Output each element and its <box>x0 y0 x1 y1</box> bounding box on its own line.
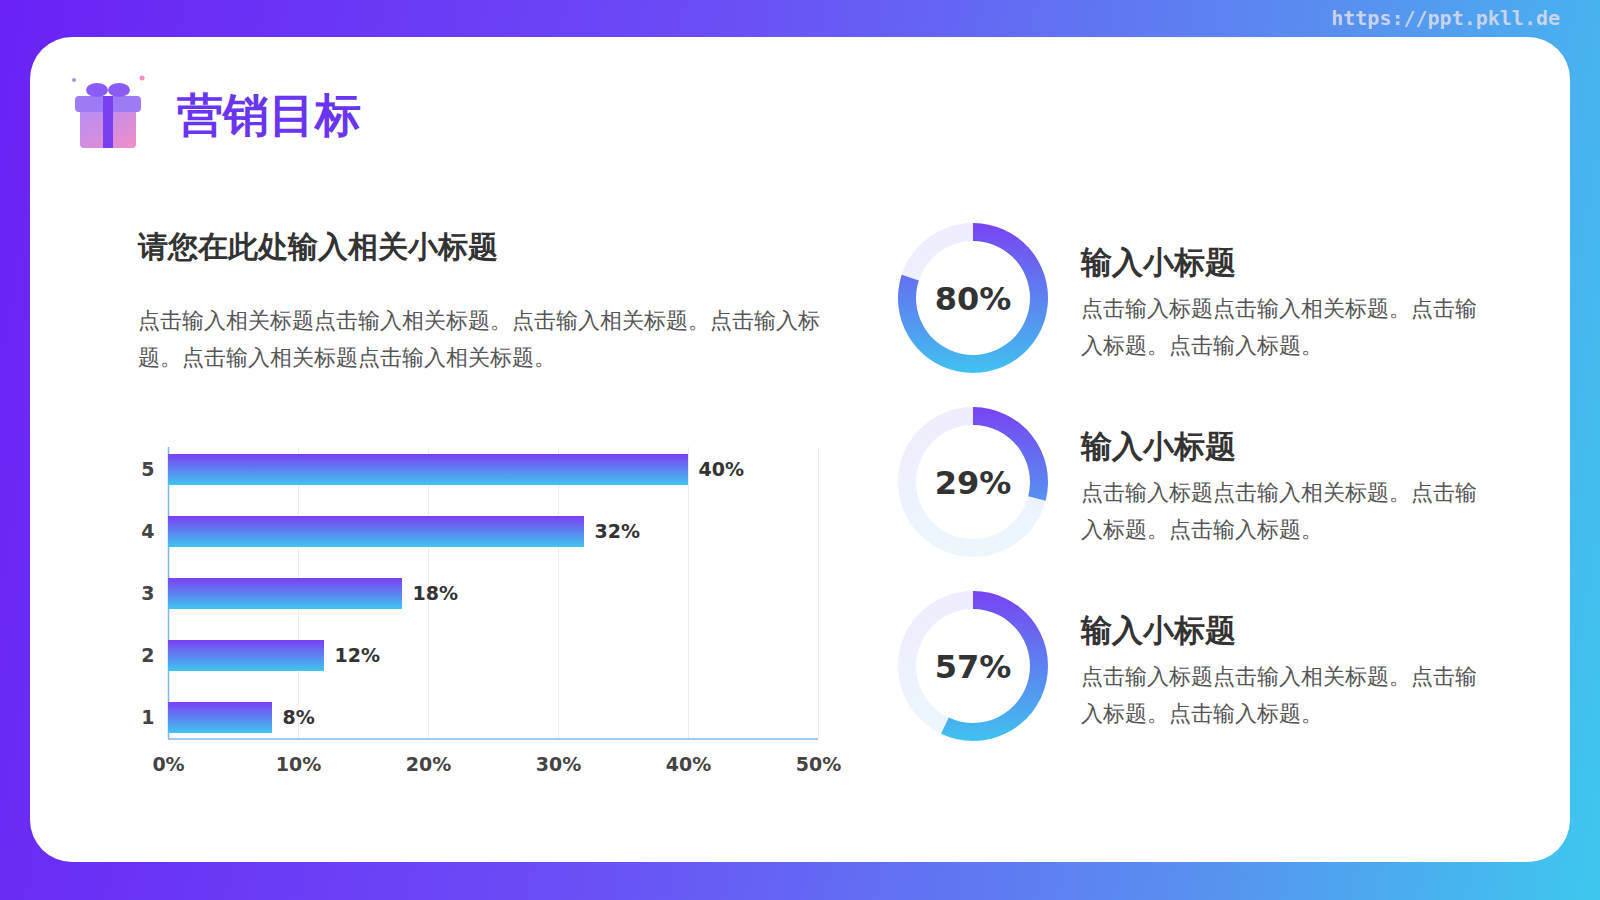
svg-text:8%: 8% <box>283 706 315 728</box>
html-text:输入小标题: 输入小标题 <box>1081 612 1236 648</box>
html-text:营销目标: 营销目标 <box>177 88 361 142</box>
html-text:点击输入相关标题点击输入相关标题。点击输入相关标题。点击输入: 点击输入相关标题点击输入相关标题。点击输入相关标题。点击输入标题。点击输入相关标… <box>138 308 820 370</box>
svg-text:57%: 57% <box>935 648 1012 686</box>
svg-text:12%: 12% <box>335 644 380 666</box>
svg-text:18%: 18% <box>413 582 458 604</box>
svg-text:5: 5 <box>141 458 154 480</box>
svg-text:1: 1 <box>141 706 154 728</box>
html-text:输入小标题: 输入小标题 <box>1081 244 1236 280</box>
svg-text:20%: 20% <box>406 753 451 775</box>
html-text:点击输入标题点击输入相关标题。点击输入标题。点击输入标题。: 点击输入标题点击输入相关标题。点击输入标题。点击输入标题。 <box>1081 480 1477 542</box>
svg-text:0%: 0% <box>152 753 184 775</box>
svg-text:2: 2 <box>141 644 154 666</box>
svg-text:10%: 10% <box>276 753 321 775</box>
html-text:点击输入标题点击输入相关标题。点击输入标题。点击输入标题。: 点击输入标题点击输入相关标题。点击输入标题。点击输入标题。 <box>1081 296 1477 358</box>
svg-text:4: 4 <box>141 520 154 542</box>
svg-text:40%: 40% <box>699 458 744 480</box>
svg-text:80%: 80% <box>935 280 1012 318</box>
html-text:点击输入标题点击输入相关标题。点击输入标题。点击输入标题。: 点击输入标题点击输入相关标题。点击输入标题。点击输入标题。 <box>1081 664 1477 726</box>
html-text:https://ppt.pkll.de: https://ppt.pkll.de <box>1331 6 1560 30</box>
svg-text:29%: 29% <box>935 464 1012 502</box>
html-text:输入小标题: 输入小标题 <box>1081 428 1236 464</box>
svg-text:3: 3 <box>141 582 154 604</box>
svg-text:30%: 30% <box>536 753 581 775</box>
svg-text:50%: 50% <box>796 753 841 775</box>
svg-text:32%: 32% <box>595 520 640 542</box>
svg-text:40%: 40% <box>666 753 711 775</box>
html-text:请您在此处输入相关小标题: 请您在此处输入相关小标题 <box>138 229 498 264</box>
